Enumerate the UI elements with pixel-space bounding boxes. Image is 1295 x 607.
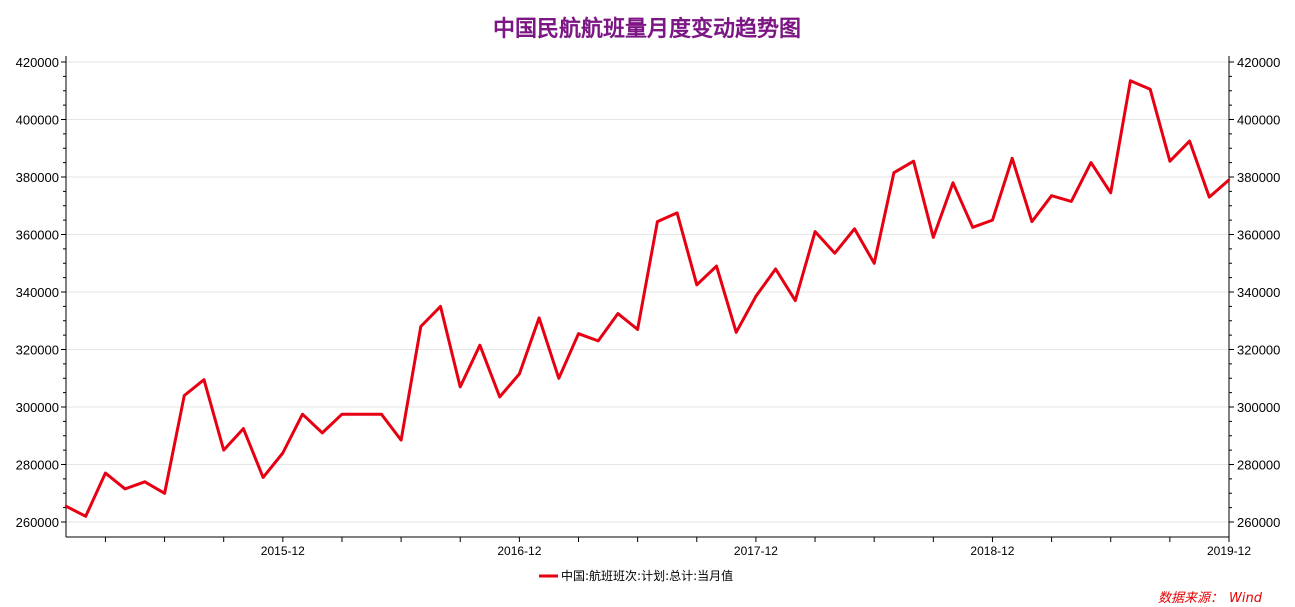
series-layer <box>64 79 1231 518</box>
data-point <box>123 487 127 491</box>
data-point <box>1208 195 1211 199</box>
data-point <box>971 226 974 229</box>
x-axis: 2015-12 2016-12 2017-12 2018-12 2019-12 <box>104 537 1251 558</box>
data-point <box>991 218 994 222</box>
data-point <box>1070 200 1073 203</box>
data-point <box>380 412 383 416</box>
y-tick-label-left: 400000 <box>16 113 59 128</box>
data-point <box>419 325 423 328</box>
legend[interactable]: 中国:航班班次:计划:总计:当月值 <box>539 568 733 583</box>
data-point <box>183 394 186 397</box>
data-point <box>1050 194 1053 197</box>
y-tick-label-right: 320000 <box>1237 343 1280 358</box>
y-tick-label-left: 300000 <box>16 400 59 415</box>
y-tick-label-right: 420000 <box>1237 55 1280 70</box>
y-tick-label-left: 320000 <box>16 343 59 358</box>
data-point <box>833 251 836 255</box>
data-point <box>675 211 679 215</box>
data-point <box>104 471 107 475</box>
x-tick-label: 2017-12 <box>734 544 778 558</box>
data-point <box>656 220 659 223</box>
series-line <box>65 79 1230 518</box>
data-point <box>557 377 560 380</box>
y-tick-label-left: 340000 <box>16 285 59 300</box>
data-point <box>932 236 935 239</box>
axes <box>65 56 1230 538</box>
y-tick-label-left: 380000 <box>16 170 59 185</box>
y-tick-label-right: 360000 <box>1237 228 1280 243</box>
data-point <box>912 159 915 163</box>
data-point <box>301 412 304 416</box>
data-point <box>143 480 147 483</box>
data-point <box>1129 79 1132 82</box>
data-point <box>84 515 87 518</box>
data-point <box>537 316 541 320</box>
data-point <box>1148 88 1152 91</box>
source-note: 数据来源： Wind <box>1158 591 1263 606</box>
y-tick-label-left: 280000 <box>16 458 59 473</box>
data-point <box>202 378 206 381</box>
x-tick-label: 2019-12 <box>1207 544 1251 558</box>
grid-lines <box>66 61 1229 523</box>
y-tick-label-right: 280000 <box>1237 458 1280 473</box>
data-point <box>636 328 639 331</box>
data-point <box>518 372 521 376</box>
y-tick-label-left: 360000 <box>16 228 59 243</box>
data-point <box>498 395 501 399</box>
data-point <box>360 412 363 416</box>
data-point <box>597 339 600 343</box>
y-axis-left: 420000 400000 380000 360000 340000 320000 3000… <box>16 55 66 530</box>
data-point <box>1168 159 1172 163</box>
y-tick-label-right: 340000 <box>1237 285 1280 300</box>
data-point <box>340 412 344 416</box>
data-point <box>321 431 324 435</box>
data-point <box>892 171 896 174</box>
data-point <box>774 267 777 271</box>
data-point <box>478 343 482 347</box>
y-tick-label-left: 420000 <box>16 55 59 70</box>
x-tick-label: 2018-12 <box>970 544 1014 558</box>
source-label: 数据来源： <box>1158 591 1223 606</box>
y-tick-label-left: 260000 <box>16 515 59 530</box>
y-tick-label-right: 380000 <box>1237 170 1280 185</box>
y-tick-label-right: 260000 <box>1237 515 1280 530</box>
data-point <box>794 299 797 302</box>
y-axis-right: 420000 400000 380000 360000 340000 320000 3000… <box>1229 55 1280 530</box>
y-tick-label-right: 300000 <box>1237 400 1280 415</box>
data-point <box>951 181 955 184</box>
data-point <box>1030 220 1034 223</box>
data-point <box>715 264 718 268</box>
data-point <box>459 385 462 389</box>
data-point <box>1109 191 1112 195</box>
data-point <box>399 438 403 442</box>
chart-title: 中国民航航班量月度变动趋势图 <box>493 16 801 42</box>
legend-label: 中国:航班班次:计划:总计:当月值 <box>561 568 733 583</box>
data-point <box>695 283 698 287</box>
data-point <box>577 332 580 335</box>
data-point <box>853 227 856 230</box>
data-point <box>872 262 876 265</box>
data-point <box>1188 139 1191 143</box>
source-value: Wind <box>1229 591 1263 606</box>
data-point <box>222 448 225 452</box>
data-point <box>1227 178 1231 182</box>
data-point <box>1089 161 1093 164</box>
data-point <box>813 230 817 233</box>
data-point <box>64 504 68 508</box>
x-tick-label: 2015-12 <box>261 544 305 558</box>
data-point <box>616 312 620 315</box>
data-point <box>261 476 265 479</box>
data-point <box>1010 157 1014 160</box>
data-point <box>735 331 738 334</box>
y-tick-label-right: 400000 <box>1237 113 1280 128</box>
data-point <box>439 305 442 308</box>
x-tick-label: 2016-12 <box>497 544 541 558</box>
data-point <box>754 295 758 298</box>
data-point <box>242 427 245 430</box>
data-point <box>281 451 285 455</box>
data-point <box>163 492 166 495</box>
